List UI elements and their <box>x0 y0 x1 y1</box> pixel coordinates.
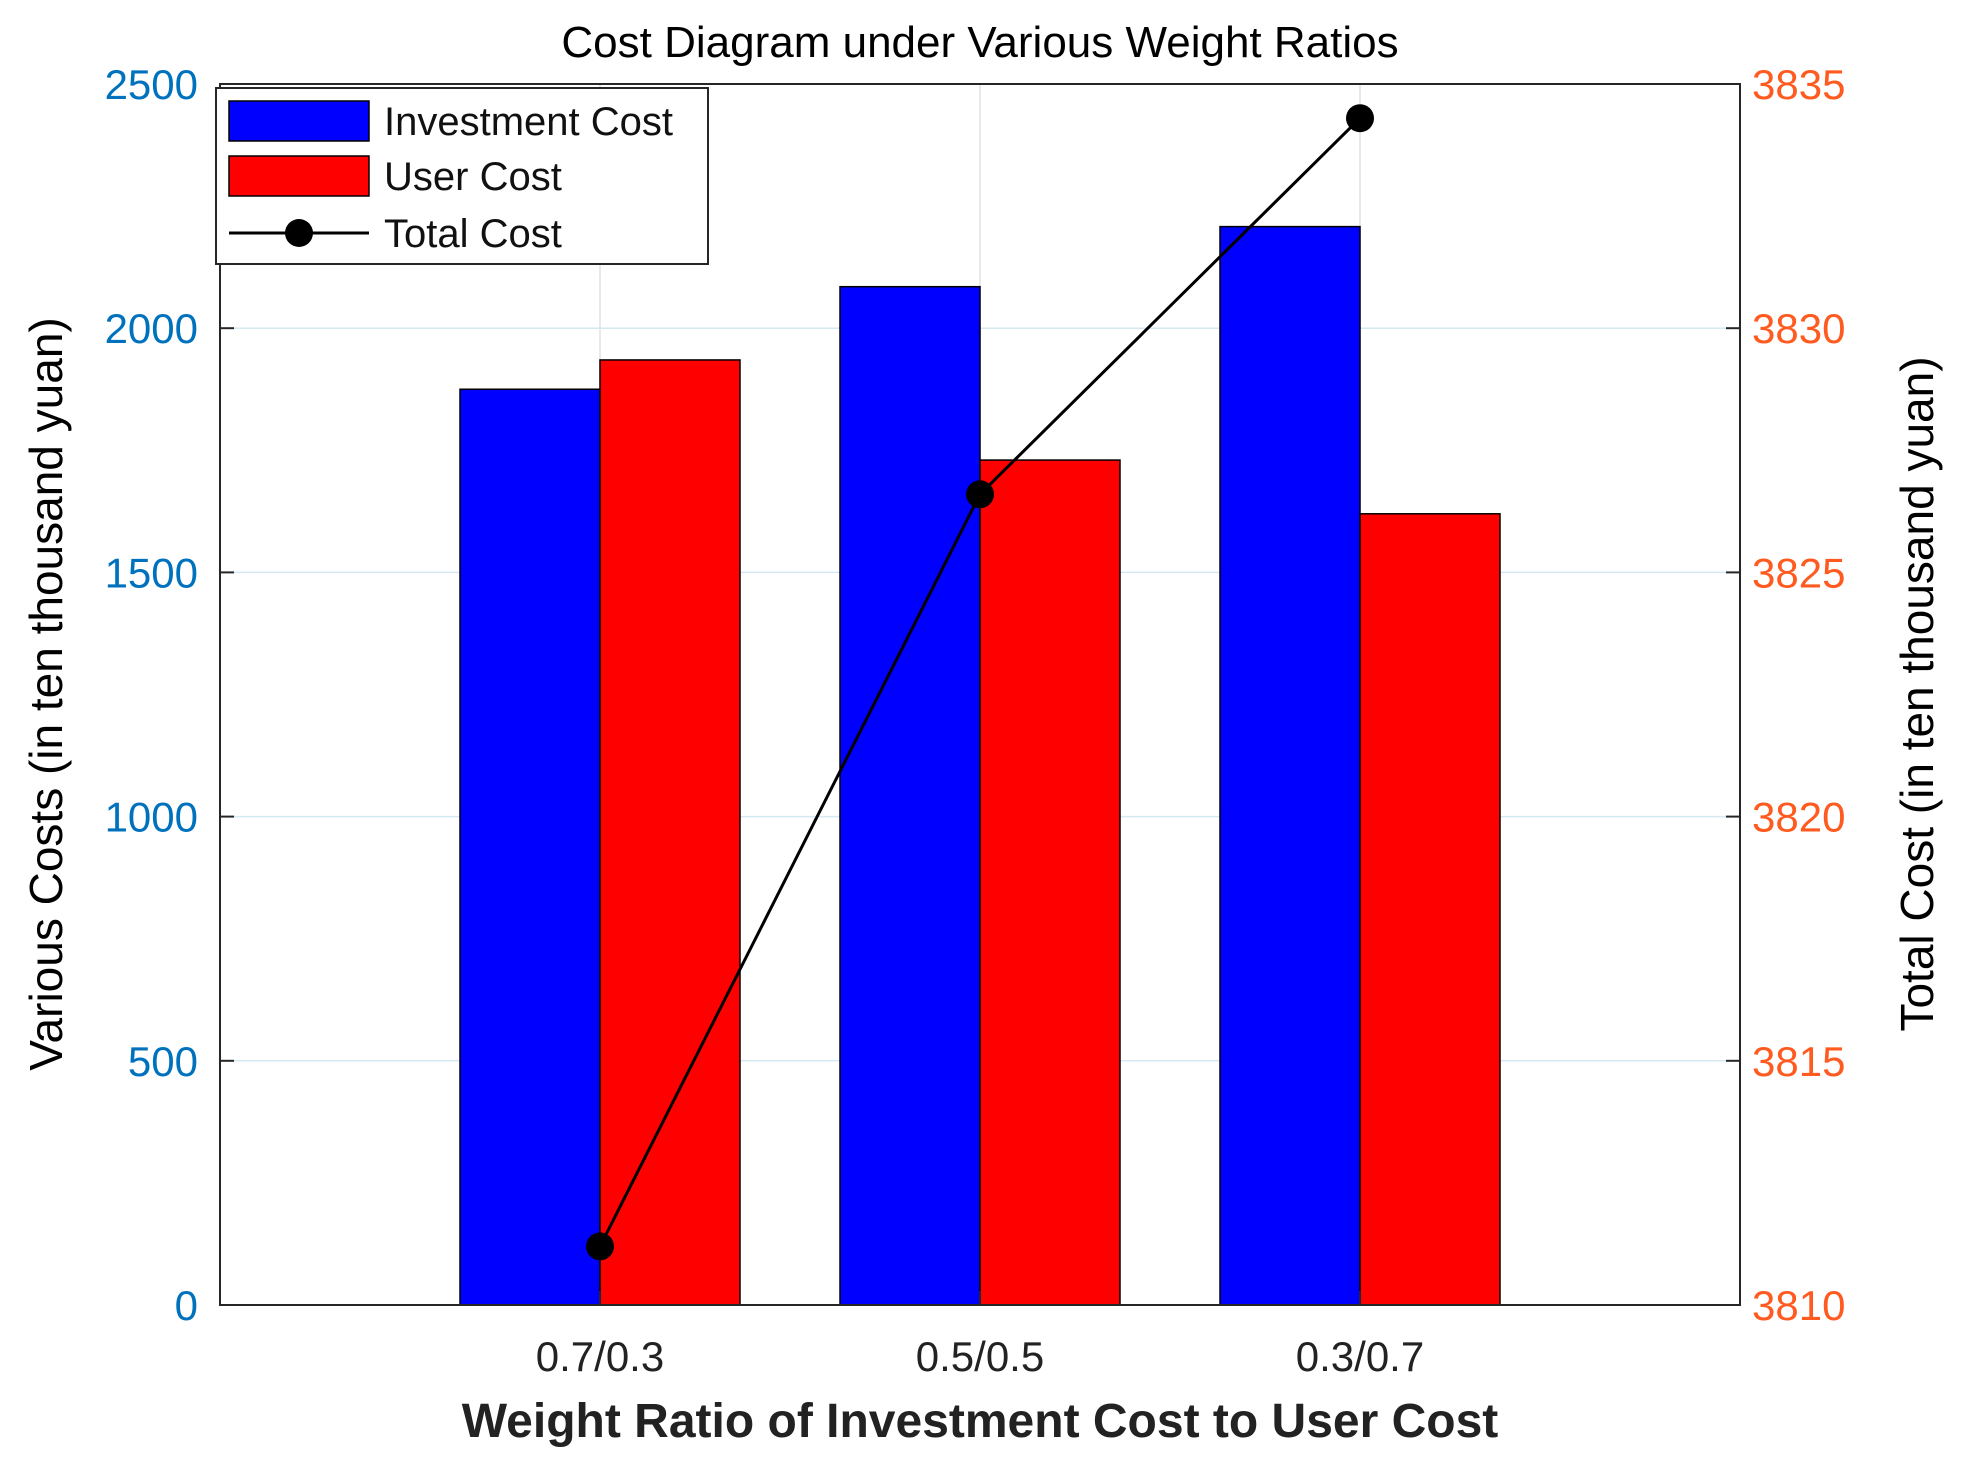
y-tick-label-left: 2500 <box>105 61 198 108</box>
legend-swatch-investment-cost <box>228 100 370 142</box>
point-total-cost <box>586 1232 614 1261</box>
chart-title: Cost Diagram under Various Weight Ratios <box>561 18 1398 67</box>
legend-label-investment-cost: Investment Cost <box>384 100 673 144</box>
legend-label-total-cost: Total Cost <box>384 212 562 256</box>
legend-label-user-cost: User Cost <box>384 155 562 199</box>
bar-user-cost <box>979 459 1121 1306</box>
y-tick-label-left: 1000 <box>105 794 198 841</box>
point-total-cost <box>966 480 994 509</box>
legend-swatch-user-cost <box>228 155 370 197</box>
y-tick-label-right: 3815 <box>1752 1038 1845 1085</box>
y-tick-label-right: 3810 <box>1752 1282 1845 1329</box>
y-axis-left-label: Various Costs (in ten thousand yuan) <box>20 317 72 1070</box>
y-tick-label-right: 3825 <box>1752 549 1845 596</box>
bar-user-cost <box>599 359 741 1306</box>
bars <box>459 225 1501 1306</box>
y-tick-label-right: 3820 <box>1752 794 1845 841</box>
y-axis-right-label: Total Cost (in ten thousand yuan) <box>1891 356 1943 1031</box>
bar-user-cost <box>1359 513 1501 1306</box>
y-tick-label-left: 500 <box>128 1038 198 1085</box>
y-tick-label-left: 0 <box>175 1282 198 1329</box>
y-tick-label-right: 3835 <box>1752 61 1845 108</box>
total-cost-line-group <box>586 104 1374 1261</box>
bar-investment-cost <box>1219 225 1361 1306</box>
x-tick-label: 0.3/0.7 <box>1296 1333 1424 1380</box>
y-tick-label-left: 2000 <box>105 305 198 352</box>
y-tick-label-left: 1500 <box>105 549 198 596</box>
legend: Investment Cost User Cost Total Cost <box>215 87 709 265</box>
y-tick-label-right: 3830 <box>1752 305 1845 352</box>
x-tick-label: 0.5/0.5 <box>916 1333 1044 1380</box>
ticks: 0 500 1000 1500 2000 2500 3810 3815 3820 3825 3830… <box>105 61 1846 1380</box>
legend-marker-total-cost <box>285 219 313 247</box>
x-axis-label: Weight Ratio of Investment Cost to User … <box>462 1395 1499 1448</box>
point-total-cost <box>1346 104 1374 133</box>
bar-investment-cost <box>839 285 981 1306</box>
bar-investment-cost <box>459 388 601 1306</box>
x-tick-label: 0.7/0.3 <box>536 1333 664 1380</box>
